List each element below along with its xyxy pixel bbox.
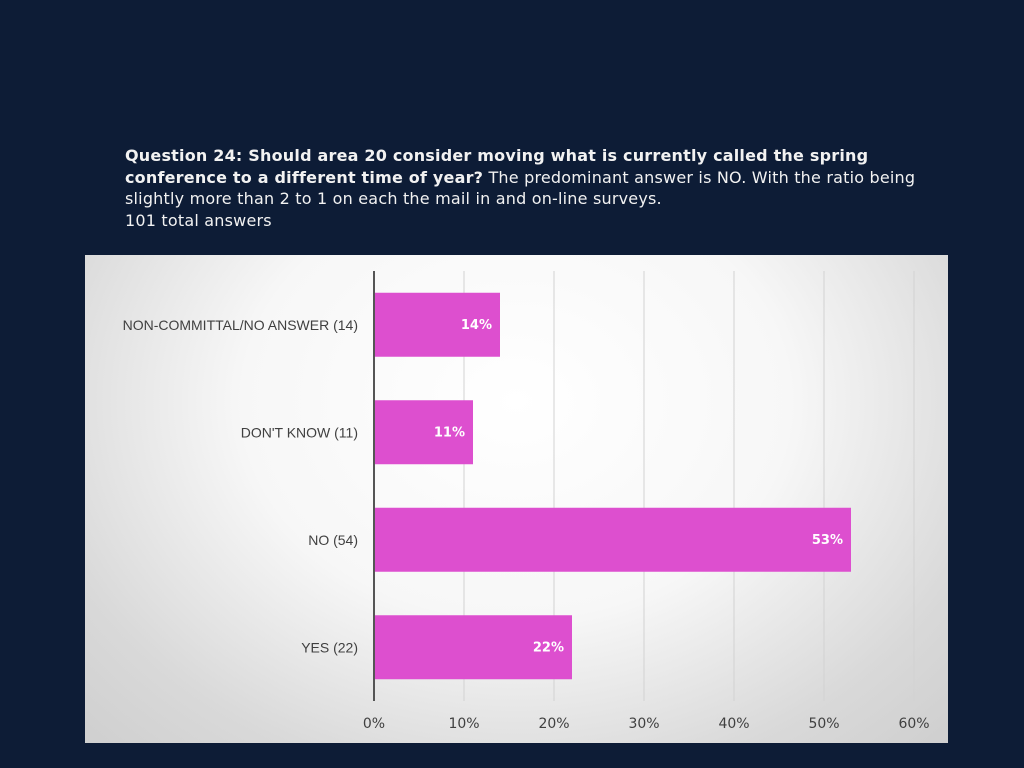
category-label: DON'T KNOW (11) bbox=[241, 424, 358, 440]
data-label: 53% bbox=[812, 533, 843, 548]
data-label: 14% bbox=[461, 318, 492, 333]
question-text: Question 24: Should area 20 consider mov… bbox=[125, 145, 925, 231]
bar bbox=[374, 292, 500, 357]
total-answers: 101 total answers bbox=[125, 210, 272, 230]
data-label: 11% bbox=[434, 425, 465, 440]
question-summary: The predominant answer is NO. With the r… bbox=[125, 167, 916, 209]
category-label: YES (22) bbox=[301, 639, 358, 655]
question-title: Question 24: Should area 20 consider mov… bbox=[125, 146, 869, 187]
x-tick-label: 10% bbox=[448, 716, 479, 732]
x-tick-label: 50% bbox=[808, 716, 839, 732]
x-tick-label: 20% bbox=[538, 716, 569, 732]
x-tick-label: 60% bbox=[898, 716, 929, 732]
data-label: 22% bbox=[533, 640, 564, 655]
x-tick-label: 40% bbox=[718, 716, 749, 732]
bar bbox=[374, 400, 473, 465]
category-label: NO (54) bbox=[308, 532, 358, 548]
bar bbox=[374, 507, 851, 572]
x-tick-label: 30% bbox=[628, 716, 659, 732]
x-tick-label: 0% bbox=[363, 716, 385, 732]
bar-chart: 0% 10% 20% 30% 40% 50% 60% NON-COMMITTAL/NO ANS… bbox=[123, 271, 930, 732]
chart-panel: 0% 10% 20% 30% 40% 50% 60% NON-COMMITTAL/NO ANS… bbox=[85, 255, 948, 743]
bar bbox=[374, 615, 572, 680]
category-label: NON-COMMITTAL/NO ANSWER (14) bbox=[123, 317, 358, 333]
